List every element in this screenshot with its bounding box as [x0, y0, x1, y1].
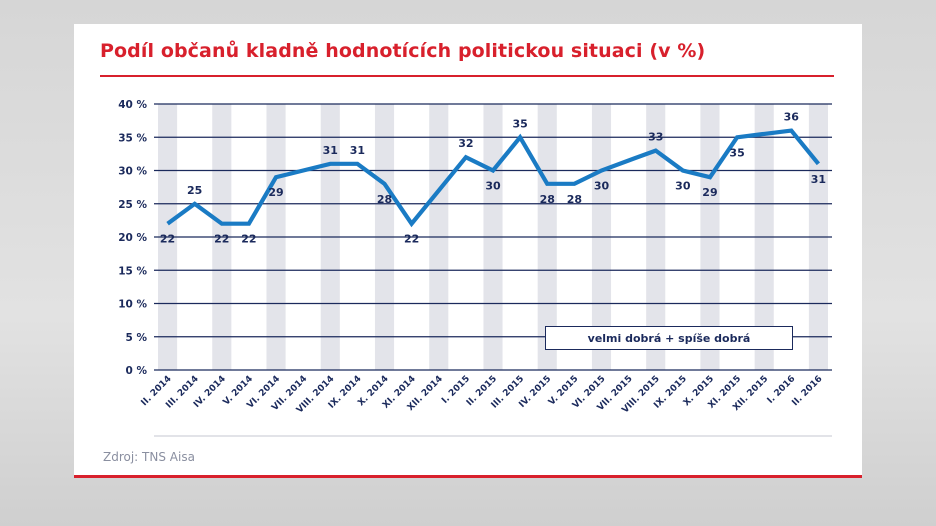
title-underline — [100, 75, 834, 77]
data-label: 33 — [648, 131, 663, 144]
series-line-group — [166, 128, 821, 228]
y-tick-label: 35 % — [118, 132, 147, 144]
line-chart: 0 % 5 % 10 % 15 % 20 % 25 % 30 % 35 % 40 % II. 2… — [118, 99, 832, 437]
chart-card: Podíl občanů kladně hodnotících politick… — [74, 24, 862, 478]
data-label: 22 — [214, 233, 229, 246]
data-label: 35 — [512, 117, 527, 130]
series-line — [166, 128, 821, 228]
data-label: 30 — [485, 180, 501, 193]
y-tick-label: 40 % — [118, 99, 147, 111]
data-label: 29 — [702, 186, 717, 199]
y-tick-label: 5 % — [126, 332, 148, 344]
data-label: 28 — [567, 193, 582, 206]
data-labels: 22 25 22 22 29 31 31 28 22 32 30 35 28 28 30 33 30 29 35 36… — [160, 111, 826, 246]
data-label: 31 — [350, 144, 365, 157]
y-tick-label: 20 % — [118, 232, 147, 244]
data-label: 29 — [268, 186, 283, 199]
data-label: 22 — [404, 233, 419, 246]
data-label: 31 — [811, 173, 826, 186]
data-label: 35 — [729, 146, 744, 159]
source-note: Zdroj: TNS Aisa — [103, 450, 195, 464]
data-label: 25 — [187, 184, 202, 197]
data-label: 31 — [323, 144, 338, 157]
x-tick-label: II. 2016 — [790, 374, 824, 408]
data-label: 30 — [675, 180, 691, 193]
data-label: 32 — [458, 137, 473, 150]
legend: velmi dobrá + spíše dobrá — [545, 326, 793, 350]
chart-title: Podíl občanů kladně hodnotících politick… — [100, 40, 706, 62]
data-label: 28 — [377, 193, 392, 206]
data-label: 28 — [540, 193, 555, 206]
y-tick-label: 30 % — [118, 166, 147, 178]
y-tick-label: 25 % — [118, 199, 147, 211]
y-axis: 0 % 5 % 10 % 15 % 20 % 25 % 30 % 35 % 40 % — [118, 99, 147, 377]
footer-rule — [74, 475, 862, 478]
y-tick-label: 10 % — [118, 299, 147, 311]
y-tick-label: 15 % — [118, 265, 147, 277]
data-label: 22 — [241, 233, 256, 246]
data-label: 36 — [784, 111, 800, 124]
data-label: 30 — [594, 180, 610, 193]
data-label: 22 — [160, 233, 175, 246]
y-tick-label: 0 % — [126, 365, 148, 377]
